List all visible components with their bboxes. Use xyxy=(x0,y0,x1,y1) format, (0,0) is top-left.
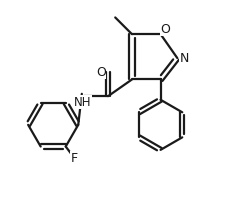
Text: N: N xyxy=(180,51,189,65)
Text: O: O xyxy=(96,66,106,79)
Text: O: O xyxy=(160,23,170,36)
Text: NH: NH xyxy=(74,96,92,109)
Text: F: F xyxy=(71,152,78,165)
